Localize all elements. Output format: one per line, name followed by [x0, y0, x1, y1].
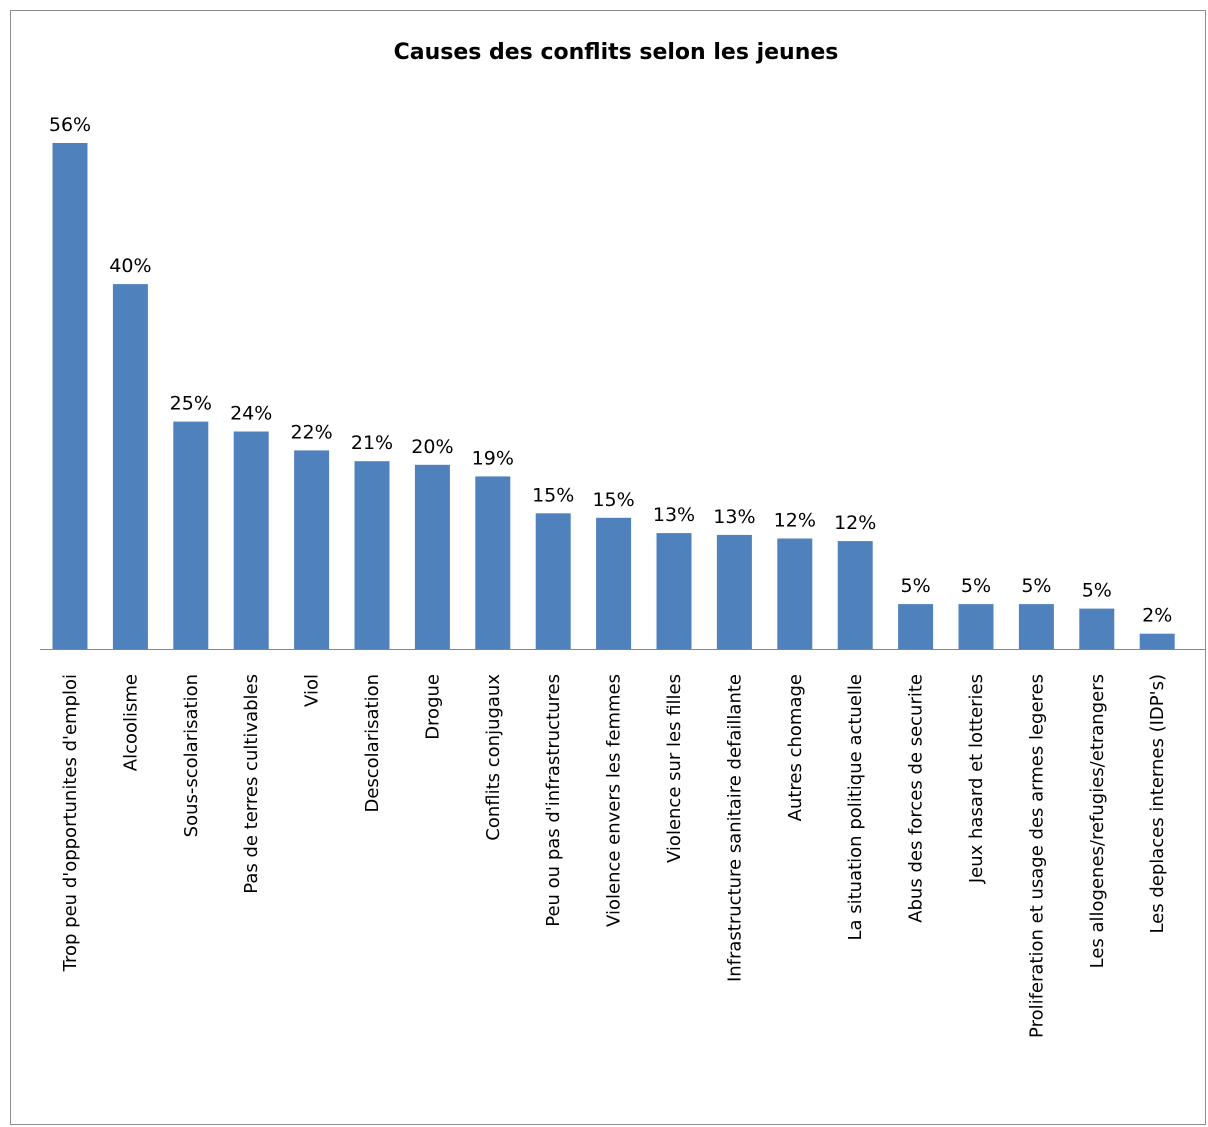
category-label: Viol [302, 674, 323, 707]
bar [354, 461, 390, 649]
data-label: 5% [961, 575, 991, 597]
data-label: 22% [290, 421, 332, 443]
bar [596, 517, 632, 649]
data-label: 40% [109, 255, 151, 277]
bar [716, 534, 752, 649]
data-label: 25% [170, 393, 212, 415]
category-label: Abus des forces de securite [906, 674, 927, 923]
data-label: 13% [713, 506, 755, 528]
category-label: Sous-scolarisation [181, 674, 202, 837]
bar [1018, 604, 1054, 649]
chart-title: Causes des conflits selon les jeunes [393, 40, 839, 65]
data-label: 5% [901, 575, 931, 597]
data-label: 15% [532, 484, 574, 506]
data-label: 24% [230, 403, 272, 425]
category-label: Pas de terres cultivables [241, 674, 262, 894]
bar [837, 541, 873, 649]
bar [233, 431, 269, 649]
category-label: Trop peu d'opportunites d'emploi [60, 674, 81, 972]
data-label: 19% [472, 447, 514, 469]
bar [656, 533, 692, 649]
bar [777, 538, 813, 649]
bar [958, 604, 994, 649]
data-label: 13% [653, 504, 695, 526]
category-label: La situation politique actuelle [845, 674, 866, 941]
data-label: 21% [351, 432, 393, 454]
data-label: 5% [1021, 575, 1051, 597]
category-label: Jeux hasard et lotteries [966, 674, 987, 884]
category-label: Autres chomage [785, 674, 806, 821]
category-label: Violence envers les femmes [604, 674, 625, 927]
bar [52, 143, 88, 649]
category-label: Violence sur les filles [664, 674, 685, 863]
bar [414, 464, 450, 649]
category-label: Alcoolisme [120, 674, 141, 771]
category-label: Les allogenes/refugies/etrangers [1087, 674, 1108, 968]
data-label: 5% [1082, 580, 1112, 602]
category-label: Conflits conjugaux [483, 674, 504, 841]
category-label: Peu ou pas d'infrastructures [543, 674, 564, 927]
data-label: 12% [774, 510, 816, 532]
bar [535, 513, 571, 649]
data-label: 56% [49, 114, 91, 136]
data-label: 15% [592, 489, 634, 511]
category-label: Proliferation et usage des armes legeres [1026, 674, 1047, 1038]
bar [173, 421, 209, 649]
data-label: 2% [1142, 605, 1172, 627]
bar [294, 450, 330, 649]
category-label: Drogue [422, 674, 443, 740]
category-label: Descolarisation [362, 674, 383, 813]
bar [1079, 608, 1115, 649]
data-label: 12% [834, 512, 876, 534]
bar [1139, 633, 1175, 649]
category-label: Les deplaces internes (IDP's) [1147, 674, 1168, 934]
data-label: 20% [411, 436, 453, 458]
category-label: Infrastructure sanitaire defaillante [724, 674, 745, 982]
bar [475, 476, 511, 649]
bar [112, 284, 148, 649]
bar [898, 604, 934, 649]
